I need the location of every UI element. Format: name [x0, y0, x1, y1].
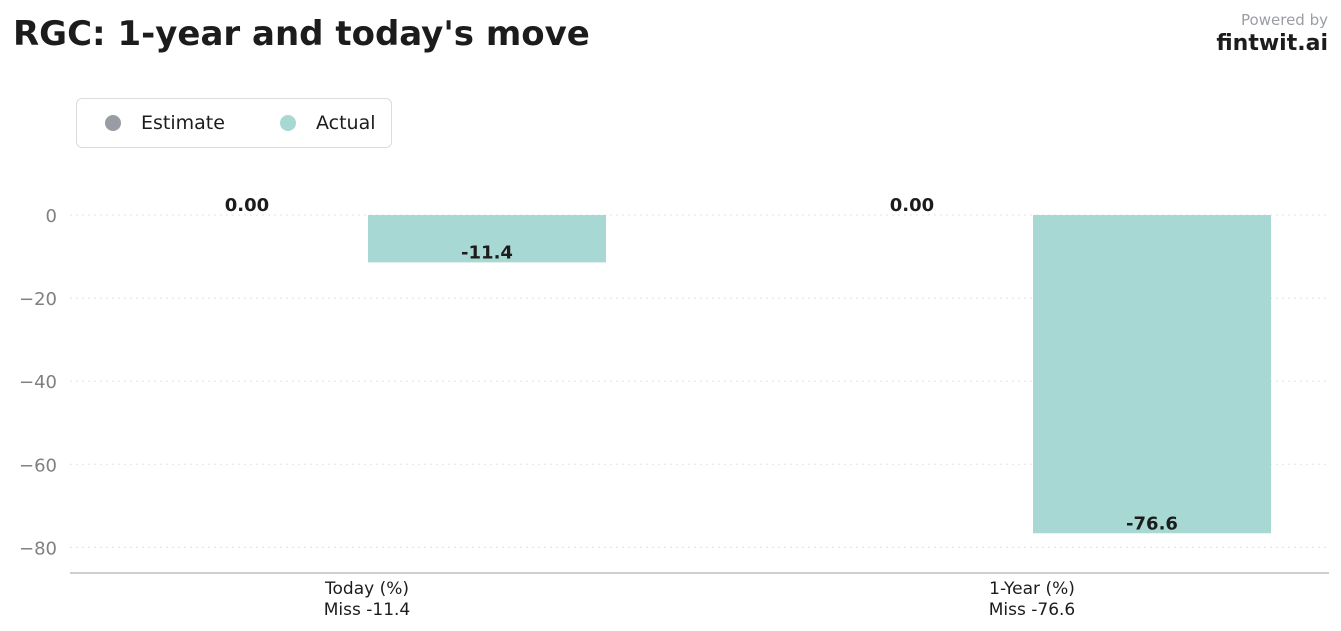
x-tick-sublabel: Miss -76.6 [989, 600, 1076, 620]
legend-item-actual: Actual [280, 99, 376, 147]
y-tick-label: −20 [19, 289, 57, 310]
bar-value-label: 0.00 [225, 195, 269, 216]
x-tick-sublabel: Miss -11.4 [324, 600, 411, 620]
chart-title: RGC: 1-year and today's move [13, 14, 590, 54]
bar-value-label: -76.6 [1126, 513, 1178, 534]
bar-value-label: -11.4 [461, 242, 513, 263]
x-tick-label: Today (%) [324, 579, 409, 599]
y-tick-label: 0 [46, 206, 57, 227]
y-tick-label: −80 [19, 538, 57, 559]
brand-name: fintwit.ai [1216, 31, 1328, 56]
legend-item-estimate: Estimate [105, 99, 225, 147]
brand-block: Powered by fintwit.ai [1216, 11, 1328, 59]
x-tick-label: 1-Year (%) [989, 579, 1075, 599]
bar-actual [368, 215, 606, 263]
legend-marker-actual [280, 115, 296, 131]
bar-actual [1033, 215, 1271, 534]
y-tick-label: −40 [19, 372, 57, 393]
bar-value-label: 0.00 [890, 195, 934, 216]
legend-marker-estimate [105, 115, 121, 131]
legend-label-actual: Actual [316, 112, 376, 134]
legend-label-estimate: Estimate [141, 112, 225, 134]
y-tick-label: −60 [19, 455, 57, 476]
chart-legend: Estimate Actual [76, 98, 392, 148]
powered-by-label: Powered by [1241, 11, 1328, 29]
